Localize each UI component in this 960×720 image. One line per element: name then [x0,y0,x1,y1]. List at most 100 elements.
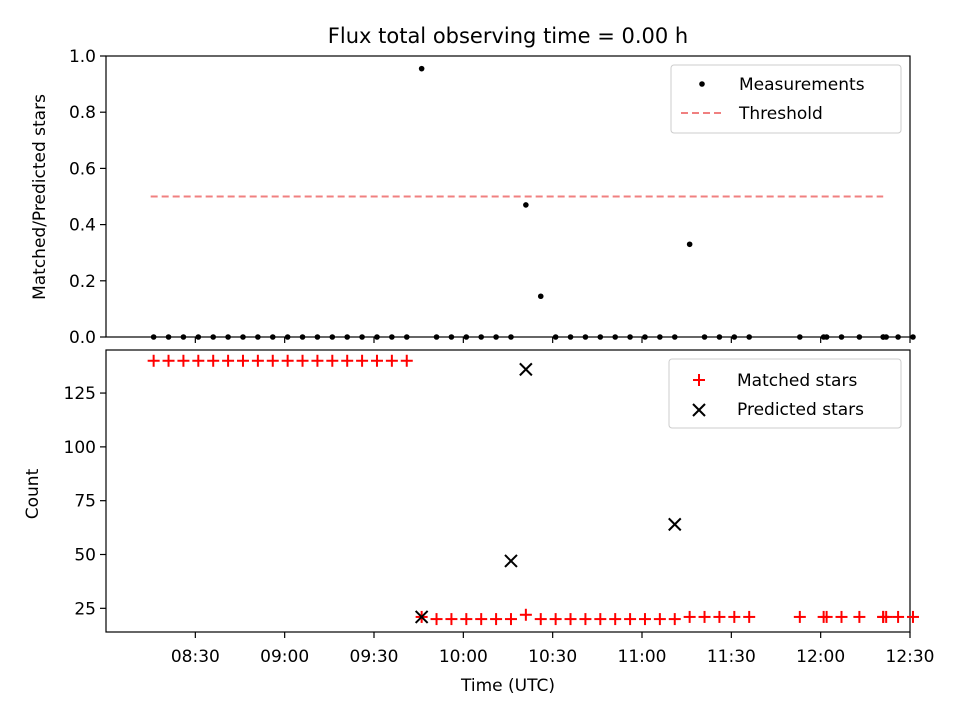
ratio-y-tick-label: 0.8 [69,103,96,123]
matched-star-marker [743,610,756,623]
measurement-point [478,334,485,340]
matched-star-marker [698,610,711,623]
matched-star-marker [653,613,666,626]
matched-star-marker [793,610,806,623]
legend-marker-measurements [699,81,705,87]
measurement-point [731,334,738,340]
matched-star-marker [177,354,190,367]
matched-star-marker [326,354,339,367]
measurement-point [269,334,276,340]
measurement-point [597,334,604,340]
measurement-point [493,334,499,340]
measurement-point [359,334,365,340]
time-x-tick-label: 09:30 [350,647,399,667]
measurement-point [910,334,916,340]
time-x-axis: 08:30 09:00 09:30 10:00 10:30 11:00 11:30 12:00… [171,632,935,667]
matched-star-marker [341,354,354,367]
matched-star-marker [609,613,622,626]
measurement-point [240,334,246,340]
ratio-y-tick-label: 0.2 [69,272,96,292]
time-x-tick-label: 11:30 [707,647,756,667]
measurement-point [657,334,663,340]
matched-star-marker [683,610,696,623]
legend-label-threshold: Threshold [738,104,823,124]
predicted-stars-series [414,362,682,624]
matched-star-marker [906,610,919,623]
matched-star-marker [311,354,324,367]
matched-star-marker [251,354,264,367]
matched-star-marker [519,608,532,621]
time-x-tick-label: 10:30 [528,647,577,667]
ratio-y-axis-label: Matched/Predicted stars [30,94,50,300]
measurement-point [838,334,845,340]
matched-star-marker [579,613,592,626]
measurement-point [716,334,723,340]
ratio-y-tick-label: 1.0 [69,47,96,67]
matched-star-marker [430,613,443,626]
count-panel: 25 50 75 100 125 08:30 09:00 09:30 10:00 10:30 11… [23,349,935,696]
measurement-point [463,334,470,340]
chart-title: Flux total observing time = 0.00 h [328,24,688,48]
predicted-star-marker [504,554,518,568]
matched-star-marker [266,354,279,367]
measurement-point [627,334,633,340]
measurement-point [797,334,803,340]
ratio-legend-box [670,64,902,134]
measurement-point [374,334,380,340]
ratio-legend: Measurements Threshold [670,64,902,134]
matched-star-marker [475,613,488,626]
predicted-star-marker [668,517,682,532]
count-y-tick-label: 25 [74,599,96,619]
time-x-tick-label: 10:00 [439,647,488,667]
matched-star-marker [281,354,294,367]
matched-star-marker [460,613,473,626]
measurements-series [150,65,916,340]
matched-star-marker [564,613,577,626]
ratio-y-tick-label: 0.6 [69,159,96,179]
legend-label-predicted-stars: Predicted stars [737,400,864,420]
measurement-point [567,334,574,340]
matched-star-marker [835,610,848,623]
measurement-point [150,334,157,340]
measurement-point [746,334,752,340]
matched-star-marker [356,354,369,367]
measurement-point [433,334,440,340]
matched-star-marker [728,610,741,623]
matched-star-marker [222,354,235,367]
count-y-axis: 25 50 75 100 125 [64,384,106,619]
count-y-tick-label: 100 [64,438,96,458]
measurement-point [686,241,693,248]
measurement-point [403,334,410,340]
measurement-point [314,334,321,340]
matched-star-marker [370,354,383,367]
count-legend-box [668,358,902,429]
matched-star-marker [162,354,175,367]
measurement-point [195,334,202,340]
matched-star-marker [668,613,681,626]
matched-star-marker [296,354,309,367]
matched-star-marker [504,613,517,626]
legend-label-matched-stars: Matched stars [737,371,857,391]
measurement-point [180,334,187,340]
legend-marker-matched-stars [693,374,705,386]
time-x-tick-label: 09:00 [260,647,309,667]
predicted-star-marker [414,610,429,624]
count-y-axis-label: Count [23,468,43,519]
measurement-point [344,334,351,340]
count-y-tick-label: 50 [74,546,96,566]
legend-marker-predicted-stars [692,403,706,417]
matched-star-marker [192,354,205,367]
measurement-point [895,334,901,340]
measurement-point [165,334,172,340]
matched-star-marker [385,354,398,367]
count-legend: Matched stars Predicted stars [668,358,902,429]
time-x-tick-label: 12:30 [886,647,935,667]
measurement-point [582,334,589,340]
matched-star-marker [713,610,726,623]
matched-star-marker [594,613,607,626]
matched-star-marker [892,610,905,623]
measurement-point [523,202,529,208]
matched-star-marker [207,354,220,367]
measurement-point [552,334,559,340]
